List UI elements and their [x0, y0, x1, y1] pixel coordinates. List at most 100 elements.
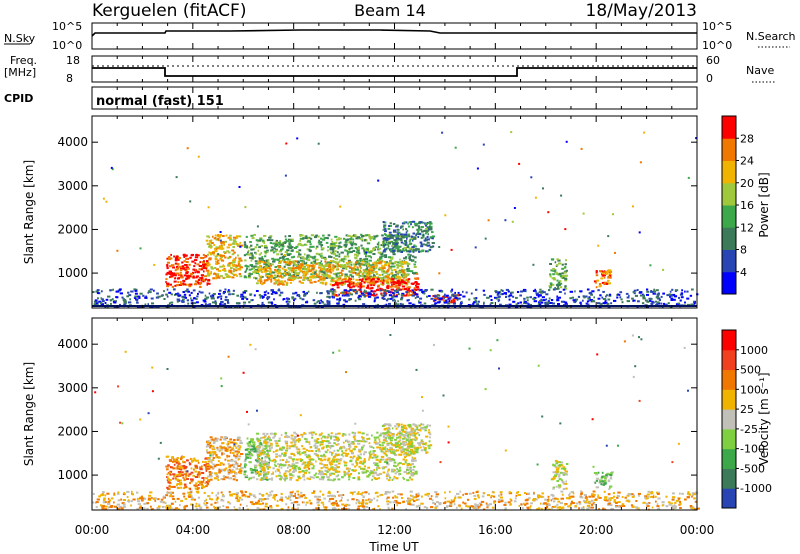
- velocity-echo-cell: [260, 477, 264, 480]
- velocity-echo-cell: [264, 459, 266, 462]
- velocity-echo-cell: [279, 471, 281, 474]
- power-echo-cell: [608, 293, 612, 296]
- power-echo-cell: [355, 237, 359, 240]
- power-echo-cell: [213, 237, 217, 240]
- power-echo-cell: [601, 281, 605, 284]
- power-echo-cell: [222, 264, 225, 267]
- power-echo-cell: [324, 274, 327, 277]
- power-echo-cell: [397, 284, 401, 287]
- velocity-echo-cell: [308, 432, 311, 435]
- power-echo-cell: [327, 300, 331, 303]
- power-echo-cell: [424, 239, 427, 242]
- power-echo-cell: [288, 243, 291, 245]
- velocity-echo-cell: [329, 445, 333, 448]
- power-echo-cell: [180, 282, 183, 285]
- velocity-echo-cell: [244, 464, 248, 467]
- power-echo-cell: [170, 272, 174, 275]
- power-echo-cell: [421, 249, 424, 252]
- power-echo-cell: [270, 276, 273, 278]
- power-echo-cell: [408, 286, 411, 289]
- power-echo-cell: [395, 294, 398, 297]
- velocity-echo-cell: [343, 474, 346, 477]
- velocity-echo-cell: [269, 432, 273, 435]
- power-echo-cell: [403, 221, 406, 224]
- velocity-echo-cell: [212, 451, 216, 453]
- power-echo-cell: [555, 272, 559, 275]
- power-echo-cell: [519, 294, 522, 297]
- velocity-echo-cell: [399, 439, 402, 442]
- power-echo-cell: [175, 272, 180, 275]
- velocity-echo-cell: [250, 448, 254, 451]
- velocity-echo-cell: [408, 436, 411, 439]
- power-echo-cell: [583, 296, 586, 299]
- velocity-echo-cell: [212, 457, 215, 459]
- power-echo-cell: [573, 300, 576, 303]
- velocity-echo-cell: [205, 466, 208, 469]
- power-echo-cell: [278, 244, 281, 247]
- velocity-echo-cell: [249, 457, 252, 460]
- velocity-echo-cell: [209, 475, 213, 478]
- power-echo-cell: [414, 277, 417, 280]
- power-echo-cell: [378, 274, 381, 277]
- power-echo-cell: [316, 274, 319, 277]
- velocity-echo-cell: [236, 438, 239, 441]
- velocity-echo-cell: [214, 472, 218, 475]
- velocity-echo-cell: [291, 474, 295, 477]
- power-echo-cell: [349, 288, 352, 291]
- power-echo-cell: [259, 281, 262, 284]
- velocity-echo-cell: [410, 478, 414, 481]
- power-echo-cell: [362, 303, 366, 306]
- velocity-echo-cell: [329, 474, 332, 477]
- power-echo-cell: [438, 301, 440, 304]
- power-echo-cell: [262, 258, 265, 261]
- velocity-echo-cell: [206, 465, 210, 468]
- power-echo-cell: [325, 241, 329, 244]
- velocity-echo-cell: [253, 445, 256, 448]
- power-echo-cell: [298, 252, 300, 255]
- power-echo-cell: [326, 295, 330, 298]
- velocity-echo-cell: [181, 466, 184, 469]
- power-echo-cell: [574, 290, 576, 293]
- power-echo-cell: [191, 260, 195, 263]
- velocity-echo-cell: [259, 464, 262, 466]
- power-echo-cell: [595, 286, 598, 289]
- velocity-echo-cell: [297, 452, 301, 455]
- power-echo-cell: [277, 283, 280, 286]
- velocity-echo-cell: [305, 464, 309, 467]
- power-echo-cell: [328, 265, 332, 268]
- power-echo-cell: [392, 247, 394, 250]
- power-echo-cell: [360, 244, 363, 247]
- velocity-echo-cell: [257, 439, 262, 442]
- power-echo-cell: [395, 282, 400, 285]
- power-echo-cell: [177, 293, 180, 296]
- power-echo-cell: [556, 279, 559, 282]
- power-echo-cell: [403, 281, 406, 284]
- power-colorbar-tick: 4: [740, 266, 747, 279]
- power-echo-cell: [405, 241, 408, 244]
- velocity-echo-cell: [251, 476, 256, 479]
- power-echo-cell: [368, 235, 371, 238]
- velocity-echo-cell: [226, 456, 229, 459]
- velocity-echo-cell: [422, 442, 425, 445]
- velocity-echo-cell: [375, 462, 379, 465]
- power-echo-cell: [414, 236, 417, 239]
- power-echo-cell: [269, 264, 272, 267]
- velocity-echo-cell: [215, 453, 218, 456]
- velocity-echo-cell: [267, 463, 270, 465]
- power-echo-cell: [303, 266, 305, 269]
- power-echo-cell: [182, 279, 186, 282]
- velocity-echo-cell: [231, 452, 235, 455]
- power-echo-cell: [308, 270, 312, 273]
- velocity-echo-cell: [342, 441, 345, 444]
- velocity-echo-cell: [341, 476, 344, 479]
- velocity-echo-cell: [197, 461, 200, 464]
- velocity-echo-cell: [357, 454, 360, 457]
- velocity-echo-cell: [369, 445, 373, 448]
- power-echo-cell: [219, 295, 223, 298]
- power-echo-cell: [348, 299, 351, 302]
- velocity-echo-cell: [285, 449, 288, 452]
- power-echo-cell: [349, 241, 352, 244]
- power-echo-cell: [256, 240, 259, 243]
- power-echo-cell: [100, 297, 103, 300]
